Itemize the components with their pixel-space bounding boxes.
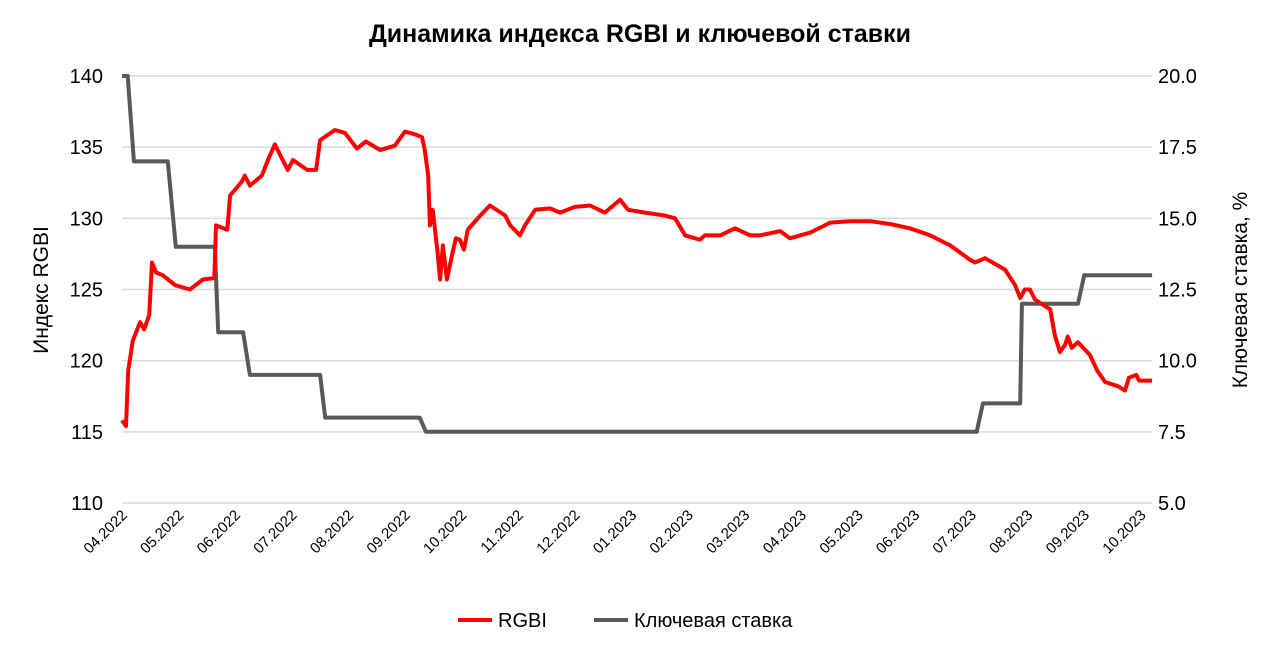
key-rate-line bbox=[122, 74, 1153, 434]
x-tick-label: 08.2023 bbox=[986, 507, 1036, 557]
y-axis-title: Индекс RGBI bbox=[30, 226, 53, 354]
y2-tick-label: 5.0 bbox=[1158, 493, 1186, 515]
y2-tick-label: 10.0 bbox=[1158, 351, 1197, 373]
legend: RGBI Ключевая ставка bbox=[458, 610, 793, 632]
x-tick-label: 11.2022 bbox=[477, 507, 527, 557]
y-tick-label: 135 bbox=[70, 137, 103, 159]
x-tick-label: 05.2023 bbox=[816, 507, 866, 557]
y-tick-label: 130 bbox=[70, 208, 103, 230]
x-tick-label: 07.2022 bbox=[250, 507, 300, 557]
y2-tick-label: 12.5 bbox=[1158, 280, 1197, 302]
y2-tick-label: 17.5 bbox=[1158, 137, 1197, 159]
x-tick-label: 03.2023 bbox=[703, 507, 753, 557]
y2-tick-label: 20.0 bbox=[1158, 66, 1197, 88]
x-tick-label: 08.2022 bbox=[307, 507, 357, 557]
y-tick-label: 140 bbox=[70, 66, 103, 88]
x-tick-label: 02.2023 bbox=[646, 507, 696, 557]
chart-title: Динамика индекса RGBI и ключевой ставки bbox=[369, 20, 911, 48]
y-tick-label: 115 bbox=[71, 422, 103, 444]
y-tick-label: 120 bbox=[70, 351, 103, 373]
y2-tick-label: 7.5 bbox=[1158, 422, 1186, 444]
x-tick-label: 05.2022 bbox=[137, 507, 187, 557]
x-tick-label: 01.2023 bbox=[590, 507, 640, 557]
x-tick-label: 09.2022 bbox=[363, 507, 413, 557]
x-tick-label: 10.2023 bbox=[1099, 507, 1149, 557]
rgbi-line bbox=[120, 128, 1153, 429]
x-tick-label: 10.2022 bbox=[420, 507, 470, 557]
x-tick-label: 12.2022 bbox=[533, 507, 583, 557]
y-tick-label: 110 bbox=[71, 493, 103, 515]
x-tick-label: 09.2023 bbox=[1043, 507, 1093, 557]
y-tick-label: 125 bbox=[70, 280, 103, 302]
legend-label-key-rate: Ключевая ставка bbox=[634, 610, 793, 632]
y2-tick-label: 15.0 bbox=[1158, 208, 1197, 230]
legend-label-rgbi: RGBI bbox=[498, 610, 547, 632]
x-tick-label: 06.2022 bbox=[194, 507, 244, 557]
x-tick-label: 04.2023 bbox=[760, 507, 810, 557]
x-tick-label: 06.2023 bbox=[873, 507, 923, 557]
y2-axis-title: Ключевая ставка, % bbox=[1229, 192, 1252, 389]
x-tick-label: 07.2023 bbox=[929, 507, 979, 557]
